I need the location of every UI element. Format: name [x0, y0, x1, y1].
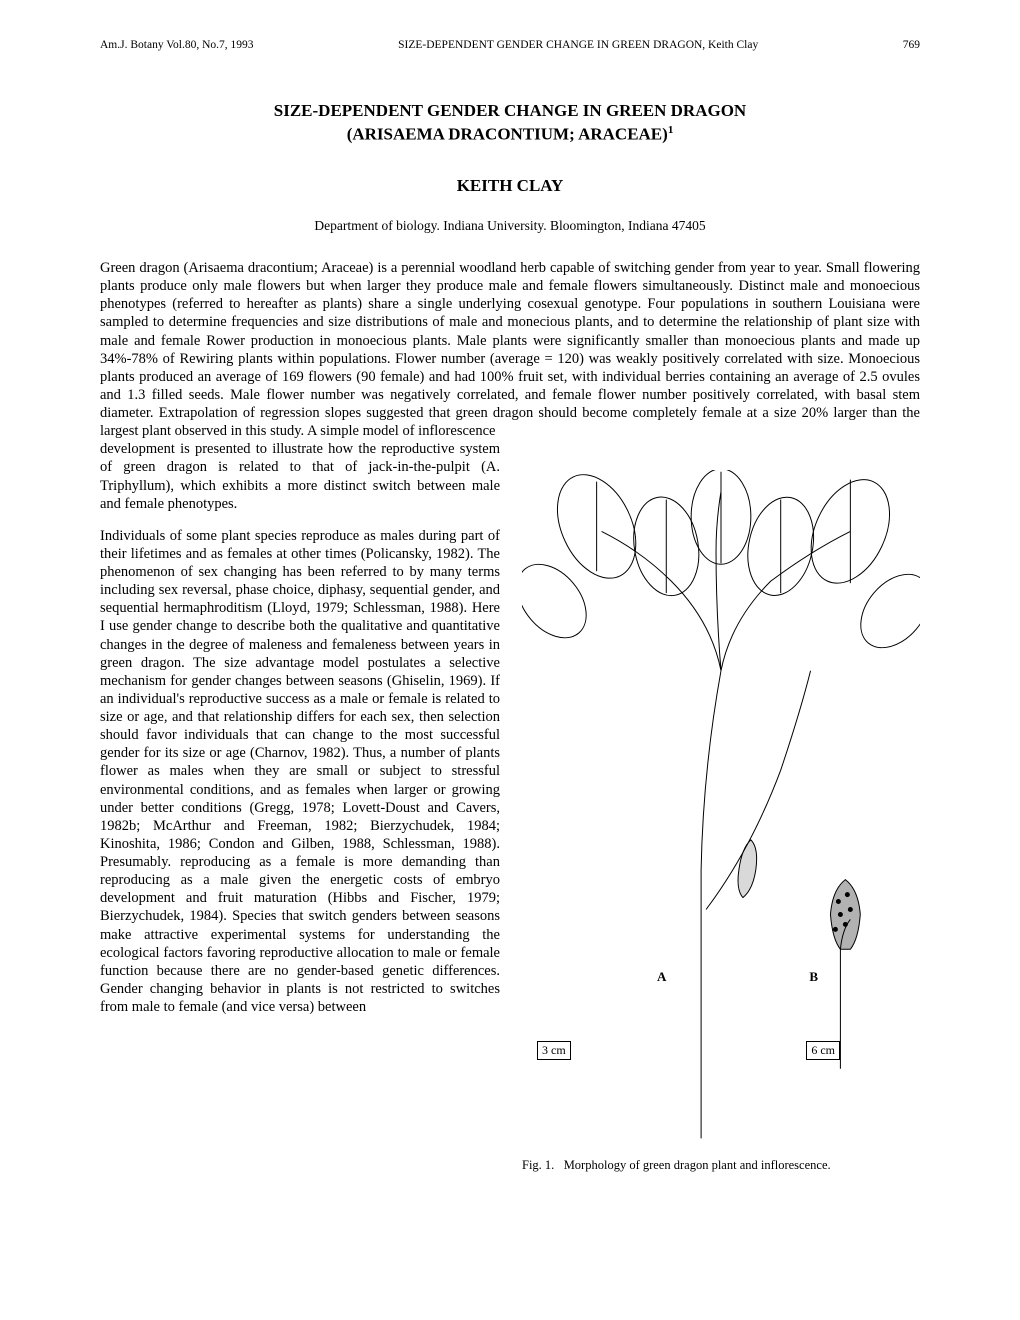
plant-illustration [522, 470, 920, 1150]
body-para-1: development is presented to illustrate h… [100, 440, 500, 513]
header-running-title: SIZE-DEPENDENT GENDER CHANGE IN GREEN DR… [398, 38, 758, 52]
title-footnote-marker: 1 [668, 124, 674, 136]
figure-caption-prefix: Fig. 1. [522, 1158, 554, 1172]
abstract-text: Green dragon (Arisaema dracontium; Arace… [100, 259, 920, 440]
figure-label-b: B [809, 969, 818, 985]
scale-bar-a: 3 cm [537, 1041, 571, 1060]
two-column-layout: development is presented to illustrate h… [100, 440, 920, 1174]
running-header: Am.J. Botany Vol.80, No.7, 1993 SIZE-DEP… [100, 38, 920, 52]
author-name: KEITH CLAY [100, 175, 920, 196]
figure-caption: Fig. 1. Morphology of green dragon plant… [522, 1158, 920, 1174]
paper-title-block: SIZE-DEPENDENT GENDER CHANGE IN GREEN DR… [100, 100, 920, 147]
left-column: development is presented to illustrate h… [100, 440, 500, 1174]
body-para-2: Individuals of some plant species reprod… [100, 527, 500, 1016]
header-journal: Am.J. Botany Vol.80, No.7, 1993 [100, 38, 254, 52]
figure-label-a: A [657, 969, 666, 985]
figure-1: A B 3 cm 6 cm [522, 470, 920, 1150]
paper-title-line1: SIZE-DEPENDENT GENDER CHANGE IN GREEN DR… [100, 100, 920, 123]
author-affiliation: Department of biology. Indiana Universit… [100, 218, 920, 235]
right-column: A B 3 cm 6 cm Fig. 1. Morphology of gree… [522, 440, 920, 1174]
header-page-number: 769 [903, 38, 920, 52]
scale-bar-b: 6 cm [806, 1041, 840, 1060]
paper-title-line2: (ARISAEMA DRACONTIUM; ARACEAE)1 [100, 123, 920, 147]
figure-caption-text: Morphology of green dragon plant and inf… [564, 1158, 831, 1172]
